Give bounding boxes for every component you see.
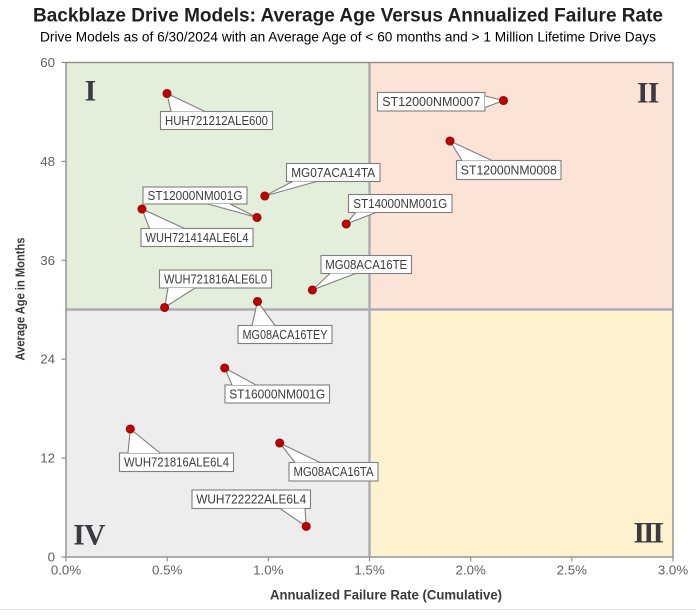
svg-text:2.0%: 2.0%: [456, 562, 486, 577]
svg-text:I: I: [85, 76, 96, 108]
svg-text:MG08ACA16TE: MG08ACA16TE: [325, 258, 407, 272]
svg-text:12: 12: [40, 451, 55, 466]
svg-text:WUH721816ALE6L0: WUH721816ALE6L0: [164, 272, 267, 286]
svg-text:WUH721816ALE6L4: WUH721816ALE6L4: [124, 456, 229, 470]
svg-text:Backblaze Drive Models: Averag: Backblaze Drive Models: Average Age Vers…: [33, 5, 663, 26]
svg-text:48: 48: [40, 154, 55, 169]
svg-text:Drive Models as of 6/30/2024 w: Drive Models as of 6/30/2024 with an Ave…: [40, 29, 656, 44]
svg-text:HUH721212ALE600: HUH721212ALE600: [165, 114, 268, 128]
svg-text:ST16000NM001G: ST16000NM001G: [229, 387, 325, 401]
svg-text:0.5%: 0.5%: [152, 562, 182, 577]
svg-text:0: 0: [48, 550, 55, 565]
svg-text:0.0%: 0.0%: [51, 562, 81, 577]
svg-text:Annualized Failure Rate (Cumul: Annualized Failure Rate (Cumulative): [270, 587, 502, 602]
svg-text:60: 60: [40, 55, 55, 70]
svg-text:ST12000NM0008: ST12000NM0008: [461, 163, 557, 177]
svg-text:3.0%: 3.0%: [658, 562, 688, 577]
svg-text:ST12000NM001G: ST12000NM001G: [148, 189, 243, 203]
svg-text:MG08ACA16TEY: MG08ACA16TEY: [243, 328, 329, 342]
svg-text:2.5%: 2.5%: [557, 562, 587, 577]
svg-text:1.0%: 1.0%: [253, 562, 283, 577]
svg-text:IV: IV: [73, 520, 105, 552]
svg-text:MG08ACA16TA: MG08ACA16TA: [294, 465, 375, 479]
svg-text:II: II: [637, 78, 659, 110]
svg-text:24: 24: [40, 352, 55, 367]
svg-text:WUH721414ALE6L4: WUH721414ALE6L4: [146, 231, 249, 245]
svg-text:Average Age in Months: Average Age in Months: [12, 238, 27, 361]
svg-text:ST12000NM0007: ST12000NM0007: [382, 95, 480, 109]
svg-text:MG07ACA14TA: MG07ACA14TA: [291, 166, 376, 180]
svg-text:1.5%: 1.5%: [354, 562, 384, 577]
svg-text:36: 36: [40, 253, 55, 268]
svg-text:III: III: [633, 517, 663, 549]
svg-text:ST14000NM001G: ST14000NM001G: [353, 197, 447, 211]
svg-text:WUH722222ALE6L4: WUH722222ALE6L4: [196, 493, 306, 507]
